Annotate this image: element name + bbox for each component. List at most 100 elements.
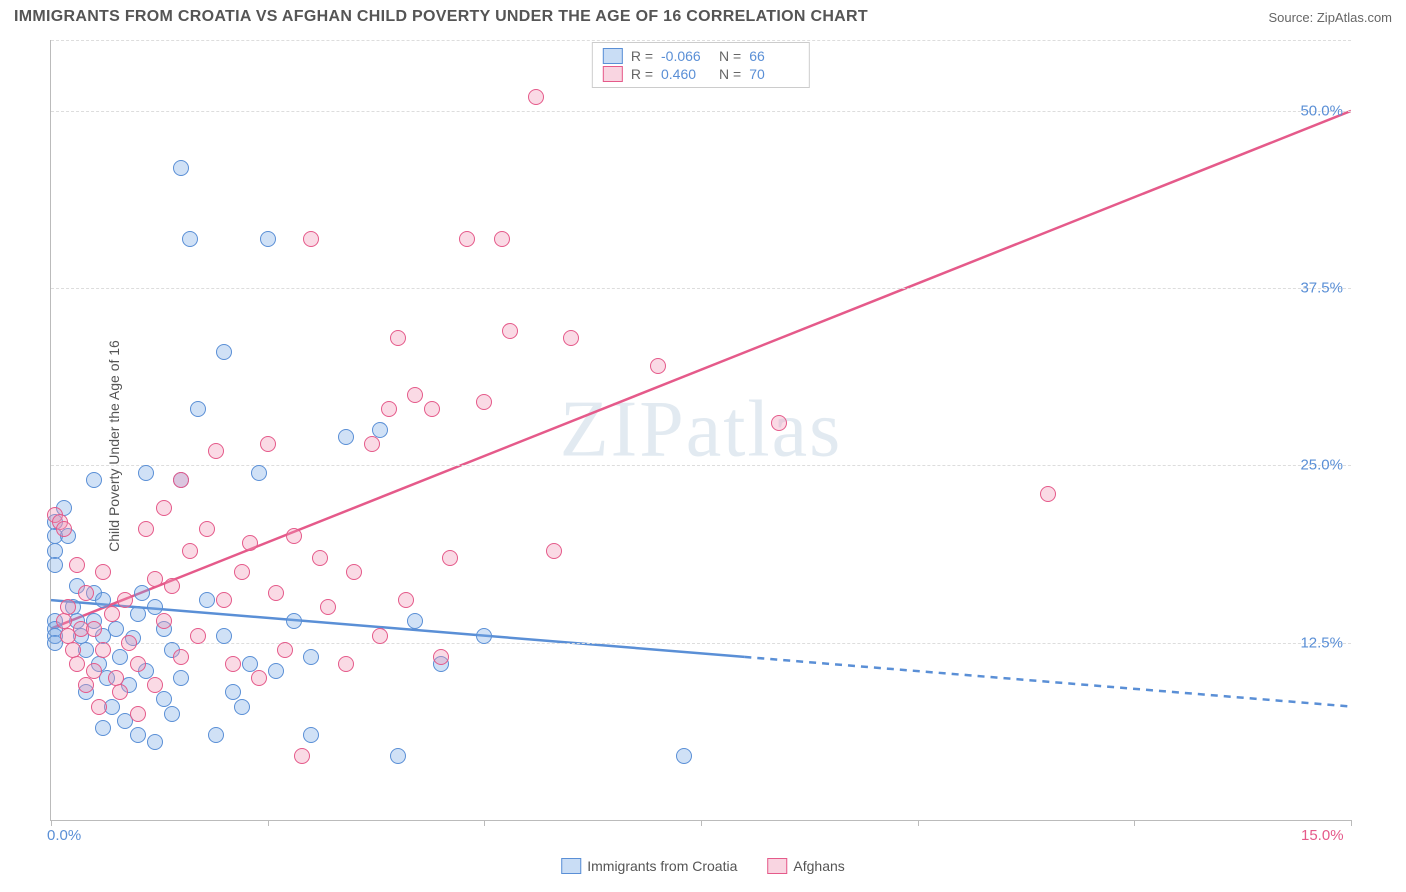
y-tick-label: 25.0% bbox=[1300, 457, 1343, 474]
data-point bbox=[121, 635, 137, 651]
data-point bbox=[390, 330, 406, 346]
gridline bbox=[51, 40, 1351, 41]
watermark: ZIPatlas bbox=[560, 385, 843, 476]
y-tick-label: 50.0% bbox=[1300, 102, 1343, 119]
legend-swatch bbox=[561, 858, 581, 874]
data-point bbox=[147, 677, 163, 693]
data-point bbox=[108, 621, 124, 637]
x-tick bbox=[1351, 820, 1352, 826]
data-point bbox=[459, 231, 475, 247]
data-point bbox=[433, 649, 449, 665]
data-point bbox=[164, 706, 180, 722]
series-legend: Immigrants from CroatiaAfghans bbox=[561, 858, 845, 874]
y-tick-label: 37.5% bbox=[1300, 280, 1343, 297]
x-tick-label: 0.0% bbox=[47, 827, 81, 844]
legend-row: R = 0.460 N = 70 bbox=[603, 65, 799, 83]
data-point bbox=[86, 472, 102, 488]
data-point bbox=[390, 748, 406, 764]
data-point bbox=[338, 429, 354, 445]
legend-swatch bbox=[767, 858, 787, 874]
source-attribution: Source: ZipAtlas.com bbox=[1268, 10, 1392, 25]
legend-swatch bbox=[603, 48, 623, 64]
data-point bbox=[407, 613, 423, 629]
data-point bbox=[47, 557, 63, 573]
legend-r-label: R = bbox=[631, 48, 653, 64]
data-point bbox=[476, 394, 492, 410]
data-point bbox=[147, 571, 163, 587]
data-point bbox=[69, 557, 85, 573]
data-point bbox=[164, 578, 180, 594]
legend-r-label: R = bbox=[631, 66, 653, 82]
data-point bbox=[251, 465, 267, 481]
data-point bbox=[372, 422, 388, 438]
data-point bbox=[173, 649, 189, 665]
legend-label: Afghans bbox=[793, 858, 844, 874]
data-point bbox=[95, 720, 111, 736]
gridline bbox=[51, 465, 1351, 466]
data-point bbox=[216, 344, 232, 360]
legend-row: R = -0.066 N = 66 bbox=[603, 47, 799, 65]
data-point bbox=[286, 613, 302, 629]
data-point bbox=[190, 401, 206, 417]
x-tick bbox=[484, 820, 485, 826]
data-point bbox=[199, 521, 215, 537]
legend-r-value: -0.066 bbox=[661, 48, 711, 64]
gridline bbox=[51, 288, 1351, 289]
data-point bbox=[303, 649, 319, 665]
data-point bbox=[312, 550, 328, 566]
data-point bbox=[1040, 486, 1056, 502]
x-tick bbox=[701, 820, 702, 826]
legend-n-value: 70 bbox=[749, 66, 799, 82]
data-point bbox=[242, 535, 258, 551]
data-point bbox=[234, 564, 250, 580]
data-point bbox=[208, 727, 224, 743]
data-point bbox=[95, 564, 111, 580]
correlation-legend: R = -0.066 N = 66 R = 0.460 N = 70 bbox=[592, 42, 810, 88]
data-point bbox=[147, 734, 163, 750]
data-point bbox=[294, 748, 310, 764]
data-point bbox=[442, 550, 458, 566]
data-point bbox=[117, 592, 133, 608]
data-point bbox=[277, 642, 293, 658]
data-point bbox=[173, 472, 189, 488]
data-point bbox=[260, 231, 276, 247]
data-point bbox=[424, 401, 440, 417]
data-point bbox=[138, 465, 154, 481]
data-point bbox=[268, 585, 284, 601]
legend-n-value: 66 bbox=[749, 48, 799, 64]
data-point bbox=[381, 401, 397, 417]
data-point bbox=[104, 606, 120, 622]
x-tick bbox=[918, 820, 919, 826]
data-point bbox=[208, 443, 224, 459]
data-point bbox=[199, 592, 215, 608]
data-point bbox=[190, 628, 206, 644]
legend-n-label: N = bbox=[719, 48, 741, 64]
data-point bbox=[346, 564, 362, 580]
data-point bbox=[173, 160, 189, 176]
data-point bbox=[320, 599, 336, 615]
y-tick-label: 12.5% bbox=[1300, 634, 1343, 651]
x-tick bbox=[268, 820, 269, 826]
x-tick bbox=[51, 820, 52, 826]
data-point bbox=[268, 663, 284, 679]
legend-r-value: 0.460 bbox=[661, 66, 711, 82]
data-point bbox=[364, 436, 380, 452]
data-point bbox=[130, 727, 146, 743]
data-point bbox=[771, 415, 787, 431]
data-point bbox=[494, 231, 510, 247]
data-point bbox=[112, 684, 128, 700]
data-point bbox=[528, 89, 544, 105]
data-point bbox=[182, 543, 198, 559]
data-point bbox=[251, 670, 267, 686]
data-point bbox=[78, 677, 94, 693]
legend-n-label: N = bbox=[719, 66, 741, 82]
data-point bbox=[650, 358, 666, 374]
data-point bbox=[56, 521, 72, 537]
x-tick-label: 15.0% bbox=[1301, 827, 1344, 844]
data-point bbox=[372, 628, 388, 644]
data-point bbox=[476, 628, 492, 644]
data-point bbox=[86, 663, 102, 679]
data-point bbox=[303, 231, 319, 247]
data-point bbox=[182, 231, 198, 247]
data-point bbox=[156, 500, 172, 516]
